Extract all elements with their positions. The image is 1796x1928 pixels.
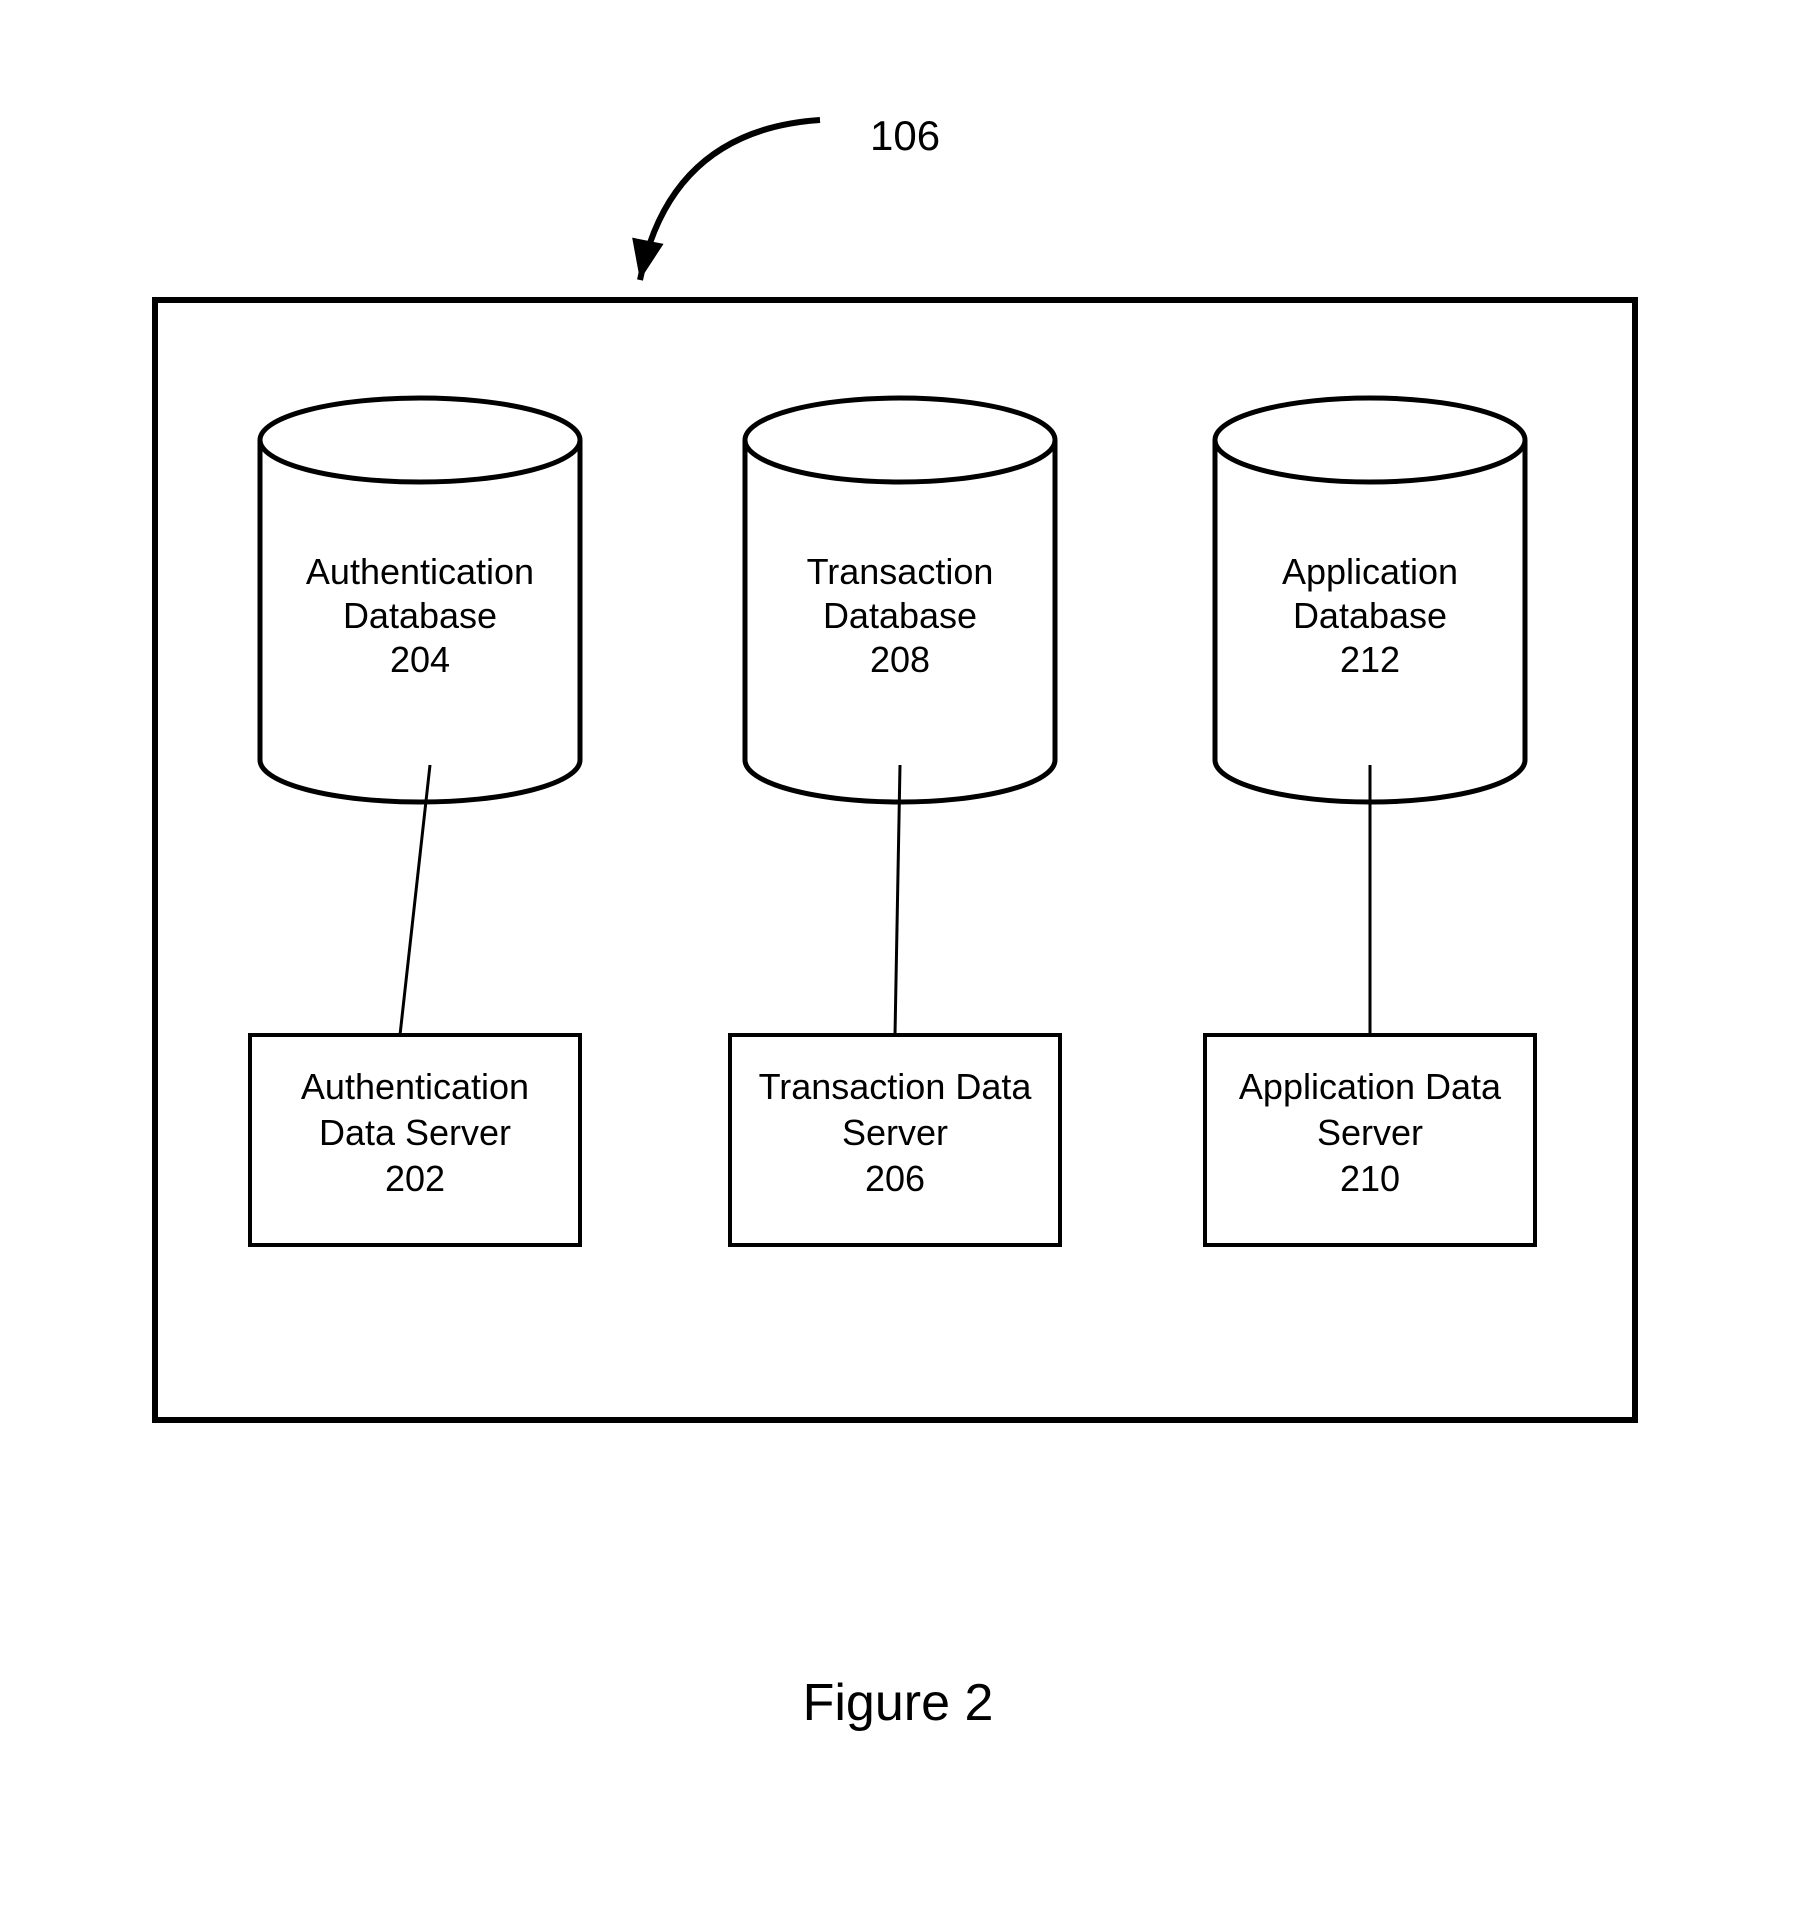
db-label-app-0: Application xyxy=(1282,551,1458,592)
ref-arrow-head xyxy=(632,238,663,280)
db-label-txn-1: Database xyxy=(823,595,977,636)
server-label-txn-2: 206 xyxy=(865,1158,925,1199)
server-label-app-0: Application Data xyxy=(1239,1066,1502,1107)
column-txn: TransactionDatabase208 Transaction Data Se… xyxy=(730,398,1060,1245)
figure-2-diagram: 106AuthenticationDatabase204Authenticati… xyxy=(0,0,1796,1928)
server-label-txn-0: Transaction Data xyxy=(759,1066,1033,1107)
ref-arrow xyxy=(640,120,820,280)
server-label-auth-0: Authentication xyxy=(301,1066,529,1107)
server-label-auth-2: 202 xyxy=(385,1158,445,1199)
auth-db-cylinder-top xyxy=(260,398,580,482)
server-label-app-1: Server xyxy=(1317,1112,1423,1153)
app-db-cylinder-top xyxy=(1215,398,1525,482)
db-label-txn-2: 208 xyxy=(870,639,930,680)
txn-connector xyxy=(895,765,900,1035)
column-auth: AuthenticationDatabase204AuthenticationD… xyxy=(250,398,580,1245)
db-label-auth-1: Database xyxy=(343,595,497,636)
db-label-app-2: 212 xyxy=(1340,639,1400,680)
db-label-app-1: Database xyxy=(1293,595,1447,636)
db-label-auth-0: Authentication xyxy=(306,551,534,592)
server-label-auth-1: Data Server xyxy=(319,1112,511,1153)
ref-number-106: 106 xyxy=(870,112,940,159)
server-label-txn-1: Server xyxy=(842,1112,948,1153)
txn-db-cylinder-top xyxy=(745,398,1055,482)
server-label-app-2: 210 xyxy=(1340,1158,1400,1199)
db-label-txn-0: Transaction xyxy=(807,551,994,592)
figure-caption: Figure 2 xyxy=(803,1674,994,1732)
auth-connector xyxy=(400,765,430,1035)
column-app: ApplicationDatabase212 Application Data Se… xyxy=(1205,398,1535,1245)
db-label-auth-2: 204 xyxy=(390,639,450,680)
